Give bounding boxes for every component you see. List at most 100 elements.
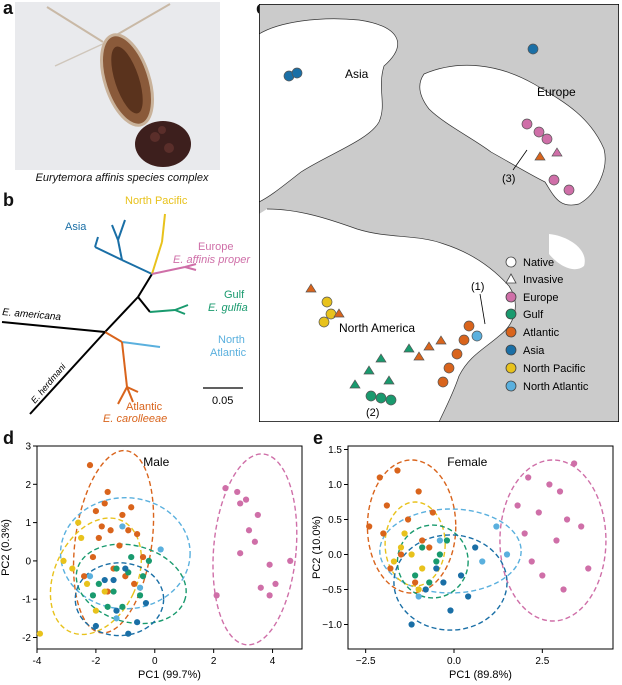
region-europe: Europe [537,85,576,99]
point-gulf [95,580,102,587]
point-europe [213,592,220,599]
point-atlantic [394,467,401,474]
y-tick-label: 3 [25,442,31,453]
clade-label-north-pacific: North Pacific [125,195,188,207]
x-tick-label: 0 [152,656,158,667]
point-atlantic [429,509,436,516]
point-asia [447,607,454,614]
y-axis-label: PC2 (10.0%) [311,516,323,579]
site-europe-4 [548,174,560,186]
location-number-1: (1) [471,281,484,293]
point-north-pacific [36,630,44,637]
point-atlantic [419,537,426,544]
point-europe [514,502,521,509]
ellipse-north-atlantic [379,508,522,594]
point-europe [539,572,546,579]
point-north-pacific [390,558,398,565]
point-gulf [110,588,117,595]
location-number-2: (2) [366,407,379,419]
point-north-atlantic [157,546,164,553]
region-asia: Asia [345,67,369,81]
ellipse-europe [212,453,298,646]
point-gulf [443,537,451,544]
point-asia [101,576,108,584]
distribution-map: Asia Europe North America (1) (2) (3) [259,4,619,422]
ellipse-north-pacific [49,517,143,636]
site-atlantic-inv-1 [305,283,317,293]
clade-label-europe: Europe [198,241,233,253]
point-north-pacific [69,565,76,572]
y-tick-label: 0 [25,556,31,567]
ellipse-north-pacific [384,501,446,587]
x-axis-label: PC1 (99.7%) [138,669,201,681]
y-tick-label: 0.0 [328,550,342,561]
point-north-pacific [83,580,91,587]
point-europe [266,592,273,599]
y-tick-label: 1.5 [328,445,342,456]
site-np-1 [321,296,333,308]
site-gulf-1 [365,390,377,402]
ellipse-asia [393,534,508,631]
point-north-pacific [397,544,405,551]
point-asia [408,621,415,628]
map-legend: Native Invasive Europe Gulf Atlantic Asi… [505,256,589,393]
point-europe [266,561,273,568]
ellipse-europe [499,459,607,622]
point-north-atlantic [479,558,486,565]
point-north-atlantic [436,537,443,544]
point-asia [113,607,120,614]
site-europe-inv-1 [551,147,563,157]
point-gulf [89,592,97,599]
point-atlantic [412,579,419,586]
point-atlantic [134,530,141,538]
x-tick-label: 0.0 [447,656,461,667]
legend-north-pacific: North Pacific [523,363,586,375]
point-gulf [104,603,111,610]
legend-invasive: Invasive [523,274,563,286]
clade-label-north-atlantic: North [218,334,245,346]
phylogenetic-tree: North Pacific Asia Europe E. affinis pro… [2,195,252,422]
point-gulf [426,579,433,586]
clade-label-atlantic-species: E. carolleeae [103,413,167,422]
site-atlantic-inv-4 [435,335,447,345]
point-gulf [145,557,152,565]
legend-europe: Europe [523,292,558,304]
point-asia [440,579,447,586]
clade-label-atlantic: Atlantic [126,401,163,413]
y-axis-label: PC2 (0.3%) [0,519,12,576]
point-europe [578,523,585,530]
point-atlantic [125,527,132,534]
point-asia [142,599,150,607]
point-gulf [433,558,440,565]
site-np-3 [318,316,330,328]
point-north-pacific [60,557,67,565]
clade-label-north-atlantic-2: Atlantic [210,347,247,359]
legend-gulf: Gulf [523,309,544,321]
point-europe [521,530,528,537]
copepod-photo [15,2,220,170]
point-north-pacific [75,519,82,526]
point-atlantic [426,544,433,551]
ellipse-atlantic [366,459,457,594]
site-europe-5 [563,184,575,196]
point-atlantic [81,573,88,580]
point-asia [110,576,117,584]
site-atlantic-3 [451,348,463,360]
point-north-pacific [415,586,422,593]
clade-label-europe-species: E. affinis proper [173,254,251,266]
site-atlantic-inv-5 [413,351,425,361]
x-axis-label: PC1 (89.8%) [449,669,512,681]
point-gulf [119,603,126,610]
point-atlantic [404,516,412,523]
y-tick-label: -1 [22,595,31,606]
site-atlantic-4 [443,362,455,374]
point-europe [237,550,244,557]
site-np-2 [325,308,337,320]
site-gulf-inv-1 [403,343,415,353]
legend-atlantic: Atlantic [523,327,560,339]
point-atlantic [415,488,422,495]
point-atlantic [366,523,373,530]
site-europe-1 [521,118,533,130]
photo-caption: Eurytemora affinis species complex [35,172,209,184]
site-gulf-3 [385,394,397,406]
